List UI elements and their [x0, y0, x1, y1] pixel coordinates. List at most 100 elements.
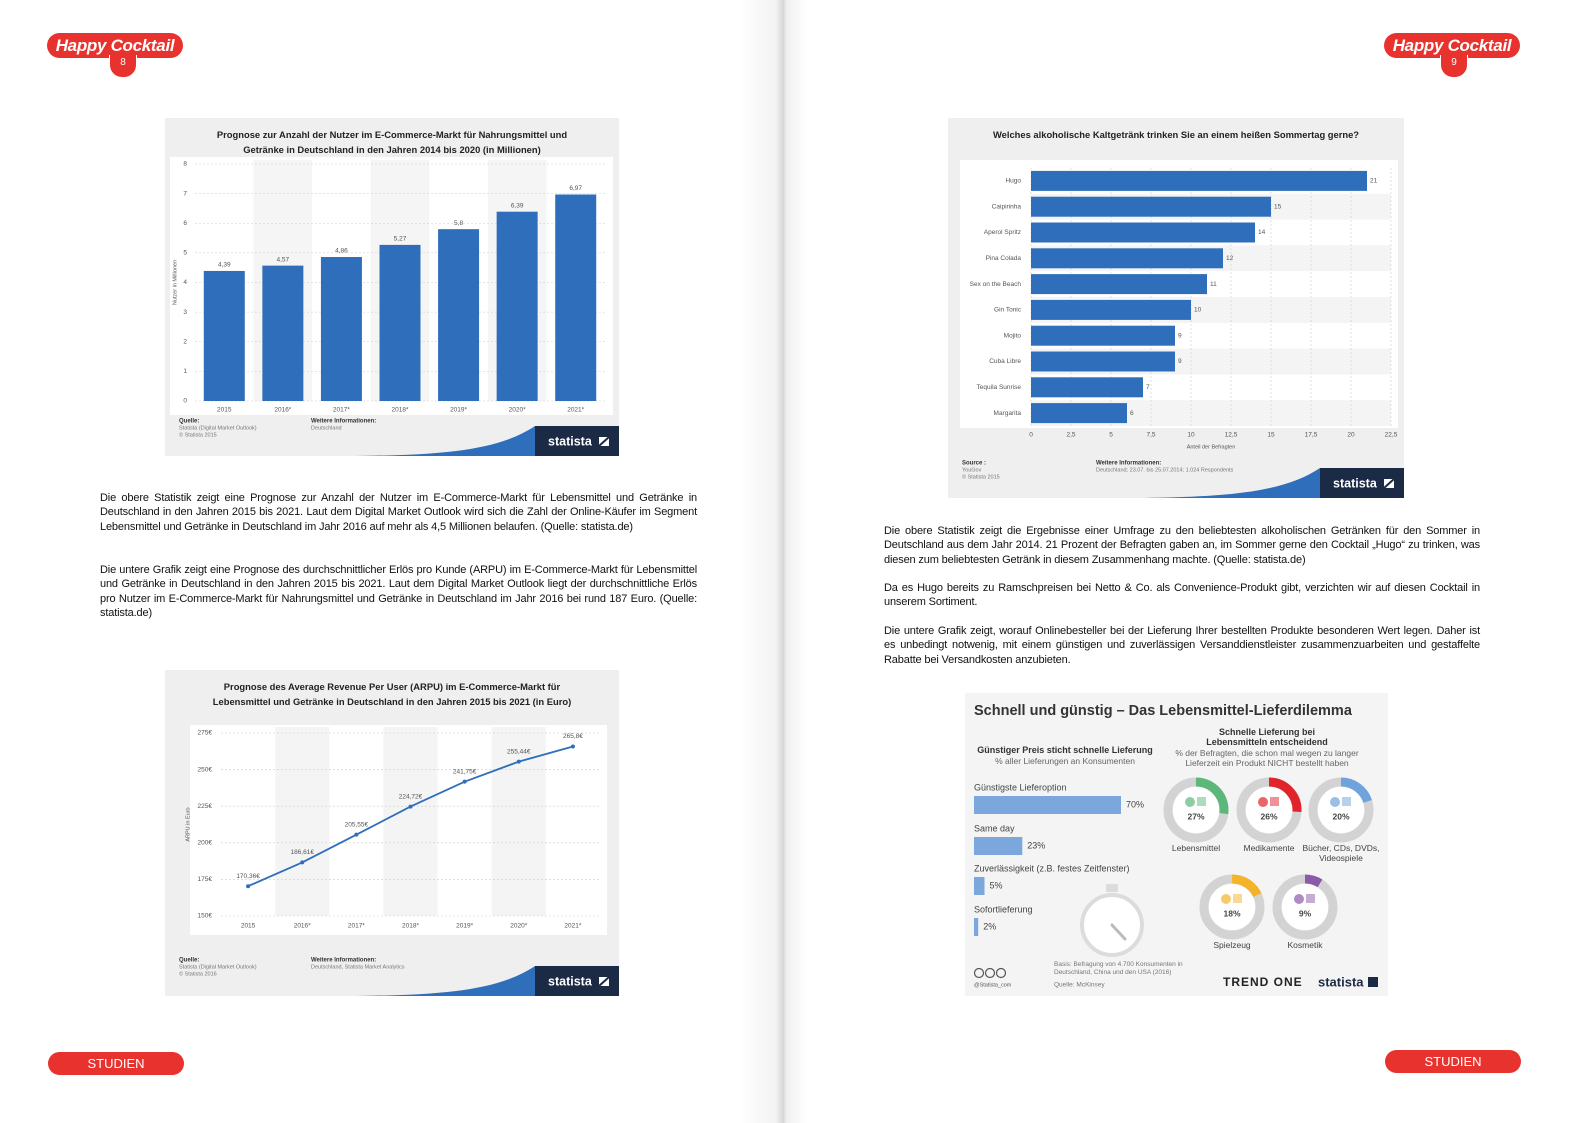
paragraph: Die untere Grafik zeigt eine Prognose de… — [100, 564, 697, 620]
note: Basis: Befragung von 4.700 Konsumenten i… — [1054, 961, 1183, 976]
chart-bar: 0 1 2 3 4 5 6 7 8 Nutzer in Millionen 4,39 2015 4,57… — [165, 118, 619, 456]
page-number: 8 — [109, 55, 137, 78]
chart-title: Prognose zur Anzahl der Nutzer im E-Comm… — [216, 129, 568, 155]
donut-center — [1282, 884, 1328, 930]
chart-line: 150€ 175€ 200€ 225€ 250€ 275€ ARPU in Euro 2015… — [165, 670, 619, 996]
info-label: Weitere Informationen: — [311, 419, 376, 425]
donut-label: 18% — [1223, 908, 1240, 918]
x-tick-label: 15 — [1267, 432, 1275, 439]
y-tick-label: 3 — [183, 309, 187, 316]
bar — [438, 229, 480, 401]
bar — [1031, 377, 1143, 398]
donut-icon — [1330, 797, 1340, 807]
category-label: Hugo — [1005, 178, 1021, 185]
value-label: 23% — [1027, 840, 1045, 850]
value-label: 9 — [1178, 332, 1182, 339]
bar — [974, 877, 985, 895]
x-tick-label: 10 — [1187, 432, 1195, 439]
y-tick-label: 0 — [183, 398, 187, 405]
bar-label: Günstigste Lieferoption — [974, 782, 1067, 792]
value-label: 21 — [1370, 178, 1378, 185]
bar-label: Sofortlieferung — [974, 904, 1033, 914]
bar — [1031, 299, 1191, 320]
value-label: 186,61€ — [290, 849, 314, 856]
partner: TREND ONE — [1223, 975, 1303, 989]
value-label: 5% — [990, 880, 1003, 890]
source-label: Quelle: — [179, 958, 199, 964]
info-label: Weitere Informationen: — [1096, 461, 1161, 467]
donut-arc — [1304, 874, 1323, 888]
chart-canvas: 150€ 175€ 200€ 225€ 250€ 275€ ARPU in Euro 2015… — [179, 725, 619, 996]
right-title: Schnelle Lieferung bei Lebensmitteln ent… — [1206, 727, 1328, 747]
x-axis-label: Anteil der Befragten — [1187, 444, 1236, 450]
x-tick-label: 2020* — [510, 923, 527, 930]
right-subtitle: % der Befragten, die schon mal wegen zu … — [1175, 748, 1359, 768]
point — [246, 884, 251, 889]
y-tick-label: 2 — [183, 338, 187, 345]
x-tick-label: 22,5 — [1385, 432, 1398, 439]
donut-label: 20% — [1332, 811, 1349, 821]
infographic: Günstigste Lieferoption 70% Same day 23% Zuv… — [965, 693, 1388, 996]
donut-center — [1246, 787, 1292, 833]
value-label: 5,8 — [454, 220, 463, 227]
value-label: 2% — [983, 921, 996, 931]
value-label: 7 — [1146, 384, 1150, 391]
brand: statista — [548, 974, 593, 988]
bar — [379, 244, 421, 401]
brand-icon — [1368, 977, 1378, 987]
copyright: © Statista 2015 — [962, 473, 1000, 480]
value-label: 9 — [1178, 358, 1182, 365]
section-footer: STUDIEN — [1385, 1050, 1521, 1073]
info: Deutschland, Statista Market Analytics — [311, 964, 405, 970]
chart-title: Prognose des Average Revenue Per User (A… — [212, 681, 572, 707]
left-title: Günstiger Preis sticht schnelle Lieferun… — [977, 745, 1153, 755]
x-tick-label: 0 — [1029, 432, 1033, 439]
value-label: 11 — [1210, 281, 1217, 288]
bar — [262, 265, 304, 401]
y-tick-label: 250€ — [198, 766, 213, 773]
donut-category: Spielzeug — [1213, 940, 1251, 950]
category-label: Cuba Libre — [989, 358, 1021, 365]
donut-label: 26% — [1260, 811, 1277, 821]
copyright: © Statista 2016 — [179, 970, 217, 977]
band-shade — [275, 727, 330, 916]
donut-icon — [1197, 797, 1206, 806]
point — [354, 832, 359, 837]
donut-center — [1173, 787, 1219, 833]
bar-label: Zuverlässigkeit (z.B. festes Zeitfenster… — [974, 863, 1130, 873]
handle: @Statista_com — [974, 982, 1012, 988]
paragraph: Da es Hugo bereits zu Ramschpreisen bei … — [884, 582, 1480, 609]
x-tick-label: 2015 — [217, 407, 232, 414]
category-label: Sex on the Beach — [970, 281, 1022, 288]
y-tick-label: 200€ — [198, 840, 213, 847]
x-tick-label: 2020* — [509, 407, 526, 414]
band-shade — [491, 727, 546, 916]
donut-icon — [1270, 797, 1279, 806]
category-label: Pina Colada — [986, 255, 1022, 262]
chart-title: Welches alkoholische Kaltgetränk trinken… — [992, 129, 1360, 140]
bar — [555, 194, 597, 401]
cc-icon — [984, 967, 996, 979]
brand: statista — [1333, 476, 1378, 490]
stopwatch-hand — [1110, 923, 1127, 941]
bar — [1031, 170, 1367, 191]
donut-icon — [1294, 894, 1304, 904]
chart-canvas: 0 1 2 3 4 5 6 7 8 Nutzer in Millionen 4,39 2015 4,57… — [170, 157, 619, 456]
brand-logo: Happy Cocktail — [47, 33, 183, 58]
x-tick-label: 12,5 — [1225, 432, 1238, 439]
donut-icon — [1258, 797, 1268, 807]
value-label: 70% — [1126, 799, 1144, 809]
source: YouGov — [962, 467, 982, 473]
bar — [203, 270, 245, 401]
source: Statista (Digital Market Outlook) — [179, 964, 257, 970]
paragraph: Die untere Grafik zeigt, worauf Onlinebe… — [884, 625, 1480, 666]
donut-category: Medikamente — [1243, 843, 1295, 853]
source: Statista (Digital Market Outlook) — [179, 425, 257, 431]
value-label: 12 — [1226, 255, 1234, 262]
y-tick-label: 175€ — [198, 876, 213, 883]
donut-icon — [1233, 894, 1242, 903]
x-tick-label: 20 — [1347, 432, 1355, 439]
cc-icon — [995, 967, 1007, 979]
chart-title: Schnell und günstig – Das Lebensmittel-L… — [974, 703, 1352, 719]
brand-icon-cut — [598, 976, 610, 987]
